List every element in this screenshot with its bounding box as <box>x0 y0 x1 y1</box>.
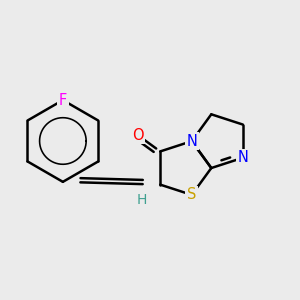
Text: N: N <box>186 134 197 149</box>
Text: F: F <box>59 93 67 108</box>
Text: S: S <box>187 188 196 202</box>
Text: N: N <box>237 150 248 165</box>
Text: H: H <box>137 193 147 207</box>
Text: O: O <box>132 128 144 143</box>
